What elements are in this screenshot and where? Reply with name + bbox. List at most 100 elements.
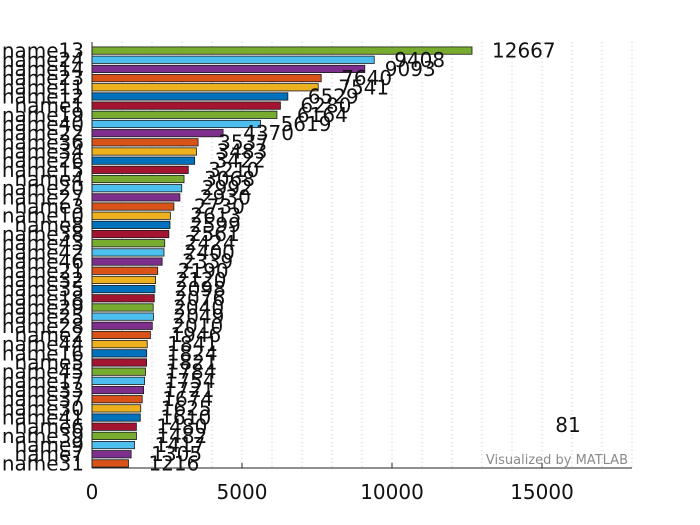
category-label: name35: [2, 277, 84, 301]
bar: [91, 239, 166, 248]
category-label: name46: [2, 250, 84, 274]
category-label: name19: [2, 103, 84, 127]
category-label: name15: [2, 158, 84, 182]
data-label: 1821: [167, 351, 218, 375]
data-label: 3068: [204, 167, 255, 191]
bar: [91, 312, 154, 321]
category-label: name43: [2, 231, 84, 255]
data-label: 1841: [167, 332, 218, 356]
bar: [91, 129, 224, 138]
category-label: name13: [2, 39, 84, 63]
data-label: 6280: [300, 94, 351, 118]
data-label: 1305: [151, 442, 202, 466]
bar: [91, 229, 170, 239]
data-label: 1824: [167, 341, 218, 365]
data-label: 2339: [182, 250, 233, 274]
bar: [91, 165, 189, 174]
bar: [91, 92, 289, 101]
watermark: Visualized by MATLAB: [486, 453, 628, 468]
category-label: name12: [2, 84, 84, 108]
category-label: name23: [2, 66, 84, 90]
bar: [91, 275, 156, 285]
category-label: name29: [2, 295, 84, 319]
bar: [91, 257, 163, 266]
bar: [91, 404, 142, 413]
data-label: 2613: [190, 204, 241, 228]
category-label: name18: [2, 286, 84, 310]
bar: [91, 349, 148, 358]
bars: [91, 46, 473, 468]
bar: [91, 64, 366, 74]
bar: [91, 184, 183, 193]
data-label: 1216: [148, 451, 199, 475]
bar: [91, 83, 319, 92]
bar: [91, 395, 143, 404]
bar: [91, 459, 129, 468]
category-label: name39: [2, 424, 84, 448]
data-label: 4370: [243, 121, 294, 145]
category-label: name36: [2, 130, 84, 154]
category-label: name34: [2, 140, 84, 164]
category-label: name24: [2, 48, 84, 72]
bar: [91, 156, 196, 165]
bar: [91, 147, 197, 156]
data-label: 1784: [166, 360, 217, 384]
bar: [91, 55, 375, 64]
category-label: name21: [2, 259, 84, 283]
data-label: 2930: [200, 185, 251, 209]
category-label: name41: [2, 406, 84, 430]
data-label: 2561: [189, 222, 240, 246]
category-label: name38: [2, 222, 84, 246]
bar: [91, 138, 199, 147]
data-label: 2190: [178, 259, 229, 283]
bar: [91, 211, 171, 220]
data-label: 3483: [216, 140, 267, 164]
data-label: 9093: [385, 57, 436, 81]
data-label: 1480: [156, 415, 207, 439]
data-label: 2040: [173, 295, 224, 319]
category-label: name33: [2, 378, 84, 402]
data-label: 6164: [297, 103, 348, 127]
category-label: name20: [2, 176, 84, 200]
category-label: name2: [15, 323, 84, 347]
category-label: name16: [2, 341, 84, 365]
bar: [91, 193, 181, 202]
category-label: name6: [15, 415, 84, 439]
bar: [91, 413, 141, 422]
category-label: name1: [15, 94, 84, 118]
value-labels: 12667 94089093764075416529628061645619437…: [148, 39, 555, 476]
data-label: 2076: [174, 286, 225, 310]
data-label: 3422: [215, 149, 266, 173]
data-label: 2400: [184, 240, 235, 264]
category-label: name32: [2, 268, 84, 292]
category-label: name9: [15, 433, 84, 457]
data-label: 1754: [165, 369, 216, 393]
data-label: 12667: [492, 39, 556, 63]
category-label: name7: [15, 442, 84, 466]
bar: [91, 119, 261, 129]
bar: [91, 450, 132, 459]
bar: [91, 422, 137, 431]
bar: [91, 174, 185, 184]
bar: [91, 440, 135, 450]
x-tick-label: 10000: [360, 480, 424, 504]
data-label: 1721: [164, 378, 215, 402]
bar: [91, 376, 146, 385]
bar: [91, 266, 159, 275]
bar: [91, 110, 278, 119]
bar: [91, 431, 137, 440]
category-label: name3: [15, 195, 84, 219]
data-label: 2599: [190, 213, 241, 237]
data-label: 2120: [176, 268, 227, 292]
category-label: name4: [15, 167, 84, 191]
category-label: name30: [2, 396, 84, 420]
data-label: 5619: [281, 112, 332, 136]
category-label: name26: [2, 149, 84, 173]
category-label: name10: [2, 204, 84, 228]
bar: [91, 220, 171, 229]
category-label: name27: [2, 185, 84, 209]
category-label: name42: [2, 240, 84, 264]
bar: [91, 248, 165, 257]
data-label: 3537: [218, 130, 269, 154]
category-label: name17: [2, 369, 84, 393]
